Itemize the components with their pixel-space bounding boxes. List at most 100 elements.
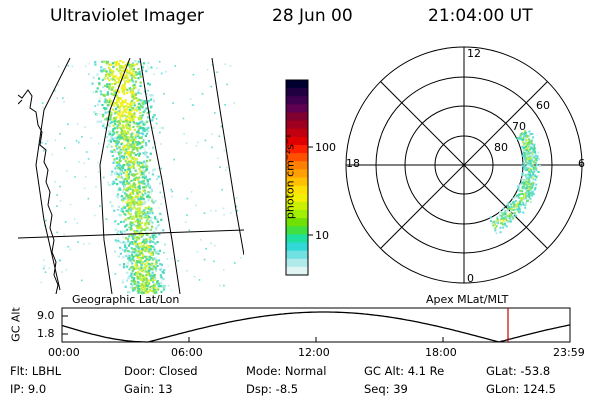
aurora-pixel <box>135 224 138 228</box>
aurora-pixel <box>139 115 142 118</box>
aurora-pixel <box>111 78 114 81</box>
aurora-pixel <box>219 284 221 287</box>
aurora-pixel <box>107 123 110 127</box>
aurora-pixel <box>144 241 147 244</box>
aurora-pixel <box>523 146 526 149</box>
aurora-pixel <box>496 218 499 221</box>
aurora-pixel <box>142 213 145 216</box>
aurora-pixel <box>104 127 107 130</box>
aurora-pixel <box>116 232 119 235</box>
aurora-pixel <box>143 189 146 192</box>
aurora-pixel <box>530 170 533 173</box>
aurora-pixel <box>137 140 140 143</box>
aurora-pixel <box>81 136 83 138</box>
aurora-pixel <box>527 178 530 181</box>
aurora-pixel <box>118 111 122 114</box>
aurora-pixel <box>153 265 156 268</box>
aurora-pixel <box>142 198 145 201</box>
aurora-pixel <box>139 201 142 204</box>
aurora-pixel <box>122 190 125 193</box>
aurora-pixel <box>130 282 133 285</box>
status-dsp: Dsp: -8.5 <box>246 382 299 396</box>
aurora-pixel <box>157 259 161 262</box>
aurora-pixel <box>128 254 131 257</box>
aurora-pixel <box>111 108 114 111</box>
aurora-pixel <box>163 269 166 272</box>
aurora-pixel <box>147 195 150 199</box>
aurora-pixel <box>105 100 108 103</box>
aurora-pixel <box>149 152 152 155</box>
aurora-pixel <box>103 60 106 63</box>
aurora-pixel <box>104 108 107 111</box>
aurora-pixel <box>73 218 76 221</box>
aurora-pixel <box>56 194 58 196</box>
aurora-pixel <box>159 284 162 288</box>
aurora-pixel <box>134 60 137 63</box>
aurora-pixel <box>136 286 139 290</box>
aurora-pixel <box>134 80 137 83</box>
aurora-pixel <box>94 61 97 64</box>
aurora-pixel <box>138 99 141 102</box>
aurora-pixel <box>213 244 216 247</box>
aurora-pixel <box>147 191 150 194</box>
mlt-label-6: 6 <box>578 157 585 170</box>
aurora-pixel <box>127 174 130 177</box>
aurora-pixel <box>131 80 134 83</box>
aurora-pixel <box>112 75 115 78</box>
aurora-pixel <box>503 217 506 220</box>
colorbar-segment <box>286 266 308 276</box>
aurora-pixel <box>521 145 524 148</box>
aurora-pixel <box>135 284 138 287</box>
colorbar-segment <box>286 177 308 187</box>
aurora-pixel <box>117 134 120 137</box>
aurora-pixel <box>132 74 135 77</box>
aurora-pixel <box>122 67 125 70</box>
aurora-pixel <box>136 285 139 288</box>
aurora-pixel <box>515 204 518 207</box>
aurora-pixel <box>130 136 133 139</box>
aurora-pixel <box>63 100 65 103</box>
aurora-pixel <box>115 178 118 181</box>
aurora-pixel <box>142 62 146 65</box>
aurora-pixel <box>152 116 155 119</box>
aurora-pixel <box>48 267 50 269</box>
aurora-pixel <box>129 227 132 230</box>
aurora-pixel <box>150 223 153 226</box>
aurora-pixel <box>156 264 159 268</box>
aurora-pixel <box>137 270 140 273</box>
aurora-pixel <box>126 157 129 160</box>
aurora-pixel <box>117 70 120 73</box>
aurora-pixel <box>117 189 120 192</box>
aurora-pixel <box>130 134 133 138</box>
aurora-pixel <box>113 132 116 136</box>
aurora-pixel <box>123 188 126 191</box>
aurora-pixel <box>133 224 135 226</box>
aurora-pixel <box>121 183 124 186</box>
aurora-pixel <box>163 286 166 289</box>
aurora-pixel <box>532 136 535 139</box>
aurora-pixel <box>45 142 47 145</box>
aurora-pixel <box>192 104 195 106</box>
aurora-pixel <box>141 240 144 243</box>
aurora-pixel <box>122 134 125 137</box>
aurora-pixel <box>147 207 150 210</box>
aurora-pixel <box>172 102 174 104</box>
aurora-pixel <box>528 169 531 172</box>
aurora-pixel <box>105 135 108 138</box>
aurora-pixel <box>127 145 130 149</box>
aurora-pixel <box>526 169 529 171</box>
aurora-pixel <box>122 106 125 109</box>
aurora-pixel <box>161 282 164 286</box>
aurora-pixel <box>128 173 131 176</box>
aurora-pixel <box>148 262 151 266</box>
aurora-pixel <box>113 102 116 105</box>
aurora-pixel <box>118 234 121 237</box>
aurora-pixel <box>157 206 160 209</box>
aurora-pixel <box>236 209 239 212</box>
aurora-pixel <box>151 262 154 265</box>
aurora-pixel <box>152 290 155 293</box>
aurora-pixel <box>148 171 151 174</box>
aurora-pixel <box>140 116 143 119</box>
aurora-pixel <box>144 176 148 179</box>
aurora-pixel <box>115 170 118 174</box>
